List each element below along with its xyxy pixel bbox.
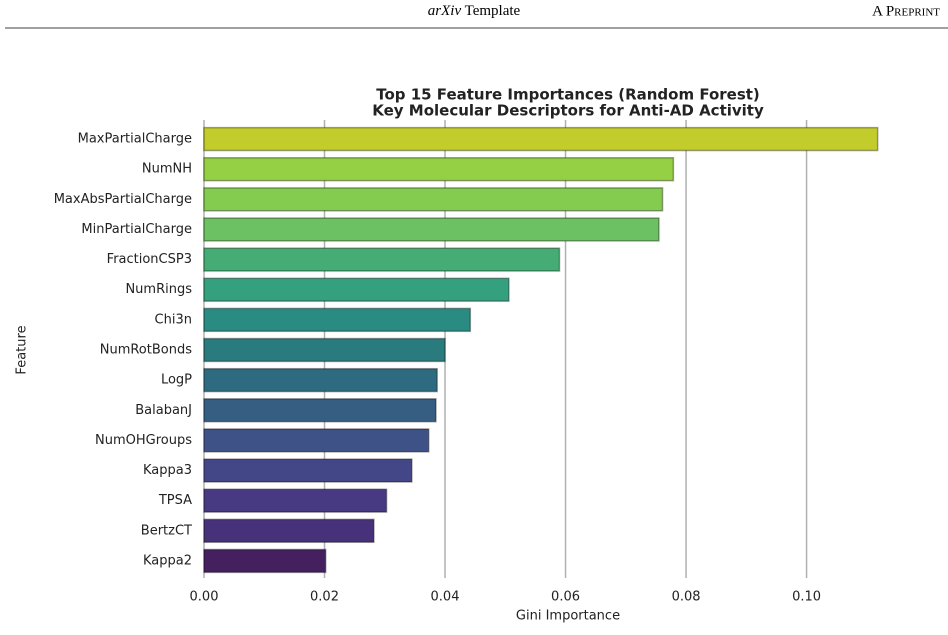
x-tick-label: 0.00 — [190, 590, 219, 605]
y-tick-label: NumRings — [125, 282, 192, 297]
bar — [203, 488, 388, 513]
journal-italic: arXiv — [428, 3, 462, 19]
y-tick-label: Chi3n — [155, 312, 192, 327]
x-tick-label: 0.04 — [431, 590, 460, 605]
y-tick-label: FractionCSP3 — [107, 252, 192, 267]
bar — [203, 367, 438, 393]
bar — [203, 126, 879, 152]
x-tick-label: 0.10 — [792, 590, 821, 605]
y-tick-label: Kappa2 — [143, 553, 192, 568]
bar — [203, 217, 660, 242]
bar — [203, 458, 413, 483]
x-tick-label: 0.02 — [310, 590, 339, 605]
bar — [203, 428, 430, 453]
preprint-label: A Preprint — [872, 3, 940, 19]
y-tick-label: LogP — [161, 373, 192, 388]
y-tick-label: Kappa3 — [143, 463, 192, 478]
y-axis-label: Feature — [15, 325, 30, 374]
journal: Template — [465, 3, 521, 19]
bar — [203, 548, 327, 574]
chart-title: Top 15 Feature Importances (Random Fores… — [376, 86, 760, 104]
y-tick-label: BertzCT — [141, 523, 192, 538]
x-axis-label: Gini Importance — [516, 609, 620, 624]
x-tick-label: 0.06 — [551, 590, 580, 605]
y-tick-label: TPSA — [158, 493, 192, 508]
bar — [203, 518, 375, 544]
y-tick-label: MaxAbsPartialCharge — [54, 192, 192, 207]
bar — [203, 398, 437, 423]
y-tick-label: BalabanJ — [135, 403, 192, 418]
y-tick-label: NumRotBonds — [100, 343, 192, 358]
bar — [203, 337, 446, 363]
y-tick-label: MaxPartialCharge — [78, 132, 192, 147]
chart-subtitle: Key Molecular Descriptors for Anti-AD Ac… — [372, 102, 764, 120]
bar — [203, 187, 664, 212]
y-tick-label: MinPartialCharge — [81, 222, 192, 237]
bar — [203, 156, 675, 182]
bar — [203, 277, 510, 302]
y-tick-label: NumOHGroups — [95, 433, 192, 448]
bar — [203, 307, 472, 333]
x-tick-label: 0.08 — [672, 590, 701, 605]
bar — [203, 247, 561, 272]
y-tick-label: NumNH — [142, 162, 192, 177]
running-header: arXiv Template — [428, 3, 521, 19]
